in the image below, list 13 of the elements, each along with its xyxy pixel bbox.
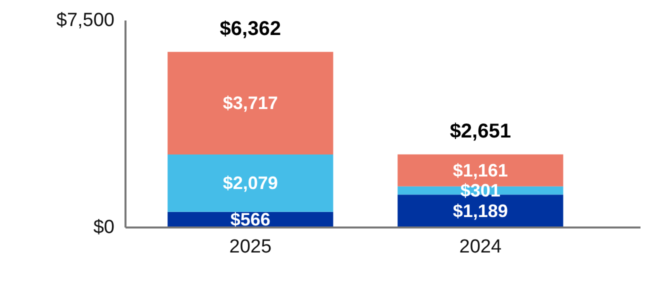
data-label: $1,189 (452, 201, 508, 222)
bar (168, 52, 334, 154)
x-tick-label: 2025 (229, 236, 272, 258)
data-label: $2,079 (222, 173, 278, 194)
data-label: $1,161 (452, 160, 508, 180)
data-label: $566 (230, 210, 270, 230)
y-tick-label: $0 (93, 217, 115, 238)
y-tick-label: $7,500 (56, 10, 115, 31)
x-tick-label: 2024 (459, 236, 502, 258)
data-label: $3,717 (222, 93, 278, 114)
total-label: $6,362 (220, 18, 281, 40)
bar (168, 154, 334, 212)
total-label: $2,651 (450, 120, 511, 142)
